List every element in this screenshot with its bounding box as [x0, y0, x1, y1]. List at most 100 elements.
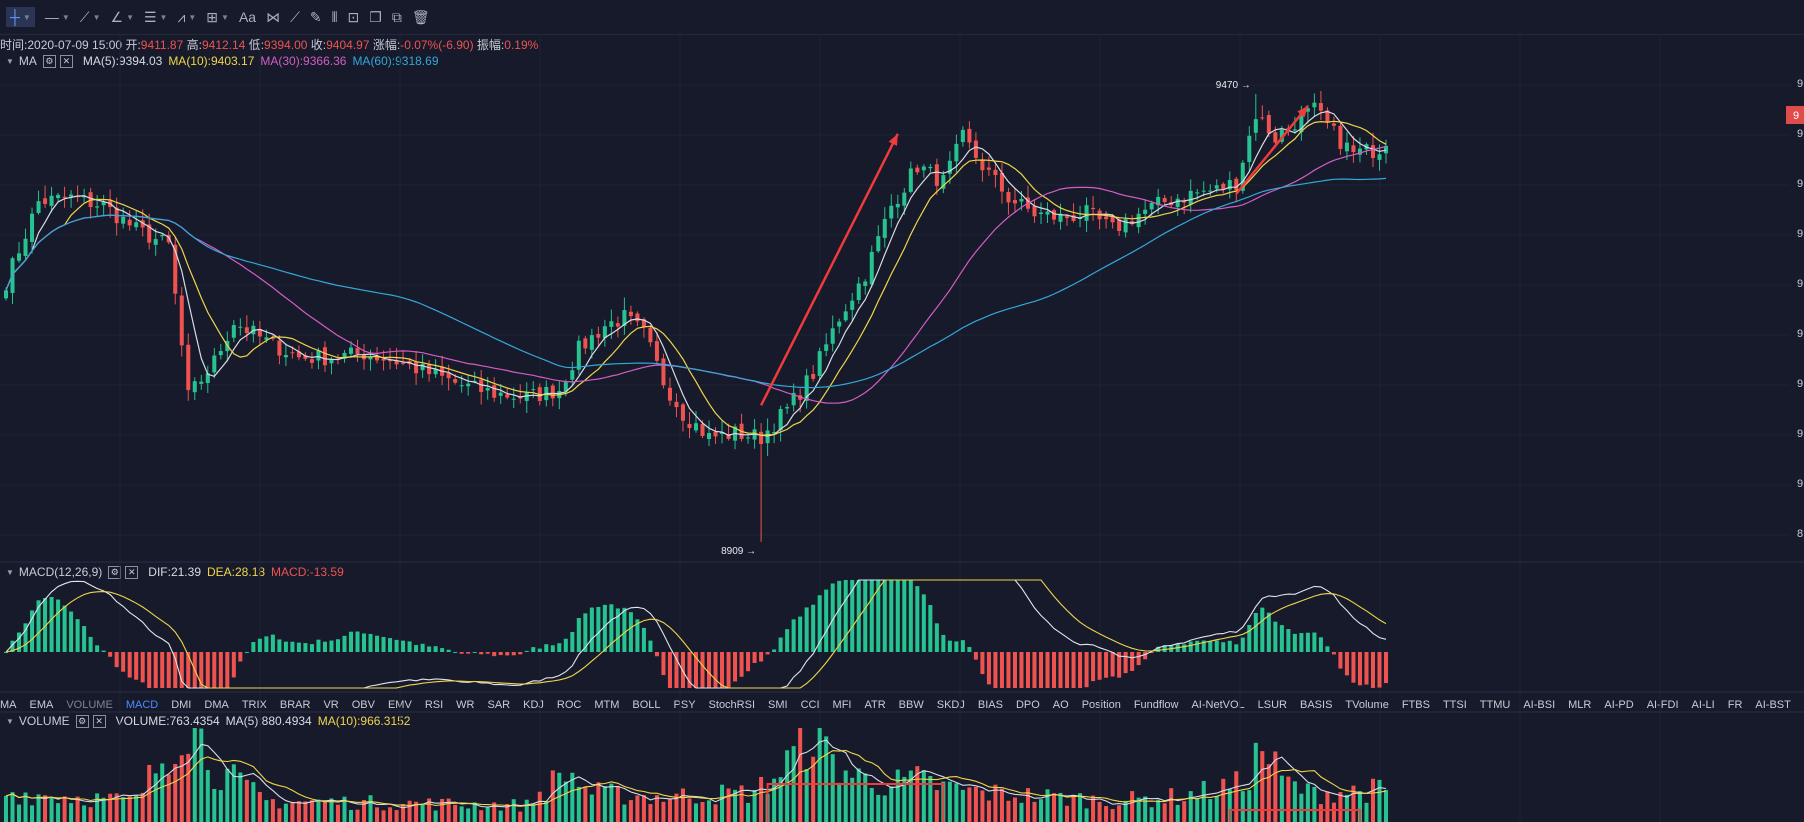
candle-body [1169, 202, 1174, 206]
tab-ftbs[interactable]: FTBS [1401, 699, 1430, 711]
chevron-down-icon[interactable]: ▼ [221, 12, 229, 22]
text-icon[interactable]: Aa [239, 9, 256, 25]
tab-ao[interactable]: AO [1052, 699, 1069, 711]
angle-icon[interactable]: ∠ ▼ [110, 8, 134, 25]
tab-ai-netvol[interactable]: AI-NetVOL [1191, 699, 1245, 711]
tab-fundflow[interactable]: Fundflow [1133, 699, 1179, 711]
tab-sar[interactable]: SAR [487, 699, 511, 711]
volume-bar [479, 810, 484, 822]
tab-cci[interactable]: CCI [800, 699, 820, 711]
tab-dmi[interactable]: DMI [171, 699, 192, 711]
close-icon[interactable]: ✕ [59, 54, 73, 68]
trash-icon[interactable]: 🗑 [411, 8, 430, 25]
tab-kdj[interactable]: KDJ [523, 699, 544, 711]
chevron-down-icon[interactable]: ▼ [188, 12, 197, 22]
settings-icon[interactable]: ⚙ [42, 54, 56, 68]
tab-obv[interactable]: OBV [351, 699, 375, 711]
pattern-icon[interactable]: ⋈ [266, 8, 281, 25]
measure-icon[interactable]: ⫴ [331, 8, 338, 25]
chevron-down-icon[interactable]: ▼ [159, 12, 168, 22]
tab-ema[interactable]: EMA [29, 699, 54, 711]
wave-icon[interactable]: ⩘ ▼ [177, 8, 197, 25]
price-axis-label: 9 [1797, 428, 1803, 440]
screenshot-icon[interactable]: ⧉ [391, 8, 402, 25]
chevron-down-icon[interactable]: ▼ [126, 12, 134, 22]
macd-bar [882, 580, 887, 652]
tab-position[interactable]: Position [1081, 699, 1121, 711]
tab-boll[interactable]: BOLL [632, 699, 661, 711]
macd-bar [427, 646, 432, 652]
macd-bar [837, 580, 842, 652]
tab-wr[interactable]: WR [456, 699, 475, 711]
tab-mlr[interactable]: MLR [1568, 699, 1592, 711]
volume-bar [1110, 809, 1115, 822]
chevron-down-icon[interactable]: ▼ [6, 56, 14, 66]
tab-bias[interactable]: BIAS [977, 699, 1003, 711]
horizontal-line-icon[interactable]: — ▼ [44, 9, 70, 25]
tab-emv[interactable]: EMV [387, 699, 412, 711]
chevron-down-icon[interactable]: ▼ [6, 567, 14, 577]
lock-icon[interactable]: ⊡ [347, 8, 360, 25]
tab-vr[interactable]: VR [323, 699, 339, 711]
rect-icon[interactable]: ⊞ ▼ [206, 8, 229, 25]
tab-dma[interactable]: DMA [204, 699, 229, 711]
chevron-down-icon[interactable]: ▼ [6, 716, 14, 726]
candle-body [960, 129, 965, 142]
volume-bar [414, 801, 419, 822]
tab-ai-li[interactable]: AI-LI [1691, 699, 1715, 711]
tab-atr[interactable]: ATR [864, 699, 886, 711]
tab-ttmu[interactable]: TTMU [1479, 699, 1511, 711]
tab-ma[interactable]: MA [0, 699, 17, 711]
tab-ttsi[interactable]: TTSI [1442, 699, 1467, 711]
candle-body [973, 140, 978, 158]
volume-bar [934, 790, 939, 822]
tab-brar[interactable]: BRAR [279, 699, 311, 711]
tab-roc[interactable]: ROC [556, 699, 582, 711]
tab-smi[interactable]: SMI [768, 699, 788, 711]
candle-body [934, 164, 939, 186]
tab-basis[interactable]: BASIS [1300, 699, 1333, 711]
tab-ai-bst[interactable]: AI-BST [1755, 699, 1791, 711]
volume-bar [1025, 788, 1030, 822]
tab-lsur[interactable]: LSUR [1257, 699, 1287, 711]
trend-arrow [1235, 105, 1309, 195]
tab-ai-fdi[interactable]: AI-FDI [1646, 699, 1679, 711]
candle-body [908, 168, 913, 192]
volume-bar [355, 809, 360, 822]
tab-psy[interactable]: PSY [673, 699, 696, 711]
ruler-icon[interactable]: ⟋ [290, 8, 300, 25]
tab-trix[interactable]: TRIX [241, 699, 267, 711]
parallel-lines-icon[interactable]: ☰ ▼ [143, 8, 168, 25]
volume-bar [915, 766, 920, 822]
tab-fr[interactable]: FR [1727, 699, 1743, 711]
tab-mfi[interactable]: MFI [832, 699, 852, 711]
tab-ai-bsi[interactable]: AI-BSI [1523, 699, 1556, 711]
tab-macd[interactable]: MACD [125, 699, 159, 711]
trend-line-icon[interactable]: ⟋ ▼ [79, 8, 101, 25]
ohlc-info: 时间:2020-07-09 15:00 开:9411.87 高:9412.14 … [0, 36, 538, 53]
macd-bar [583, 613, 588, 652]
tab-tvolume[interactable]: TVolume [1345, 699, 1389, 711]
tab-dpo[interactable]: DPO [1015, 699, 1040, 711]
tab-mtm[interactable]: MTM [594, 699, 620, 711]
crosshair-icon[interactable]: ┼ ▼ [6, 7, 35, 27]
macd-bar [557, 643, 562, 652]
settings-icon[interactable]: ⚙ [75, 714, 89, 728]
chevron-down-icon[interactable]: ▼ [61, 12, 70, 22]
tab-skdj[interactable]: SKDJ [936, 699, 965, 711]
tab-stochrsi[interactable]: StochRSI [708, 699, 756, 711]
tab-bbw[interactable]: BBW [898, 699, 924, 711]
tab-volume[interactable]: VOLUME [66, 699, 113, 711]
close-icon[interactable]: ✕ [92, 714, 106, 728]
tab-ai-pd[interactable]: AI-PD [1604, 699, 1634, 711]
macd-bar [355, 631, 360, 652]
candle-body [1370, 145, 1375, 158]
candle-body [921, 166, 926, 171]
chevron-down-icon[interactable]: ▼ [22, 12, 31, 22]
settings-icon[interactable]: ⚙ [108, 565, 122, 579]
tab-rsi[interactable]: RSI [424, 699, 444, 711]
chevron-down-icon[interactable]: ▼ [92, 12, 101, 22]
brush-icon[interactable]: ✎ [309, 8, 322, 25]
close-icon[interactable]: ✕ [125, 565, 139, 579]
copy-icon[interactable]: ❐ [369, 8, 382, 25]
